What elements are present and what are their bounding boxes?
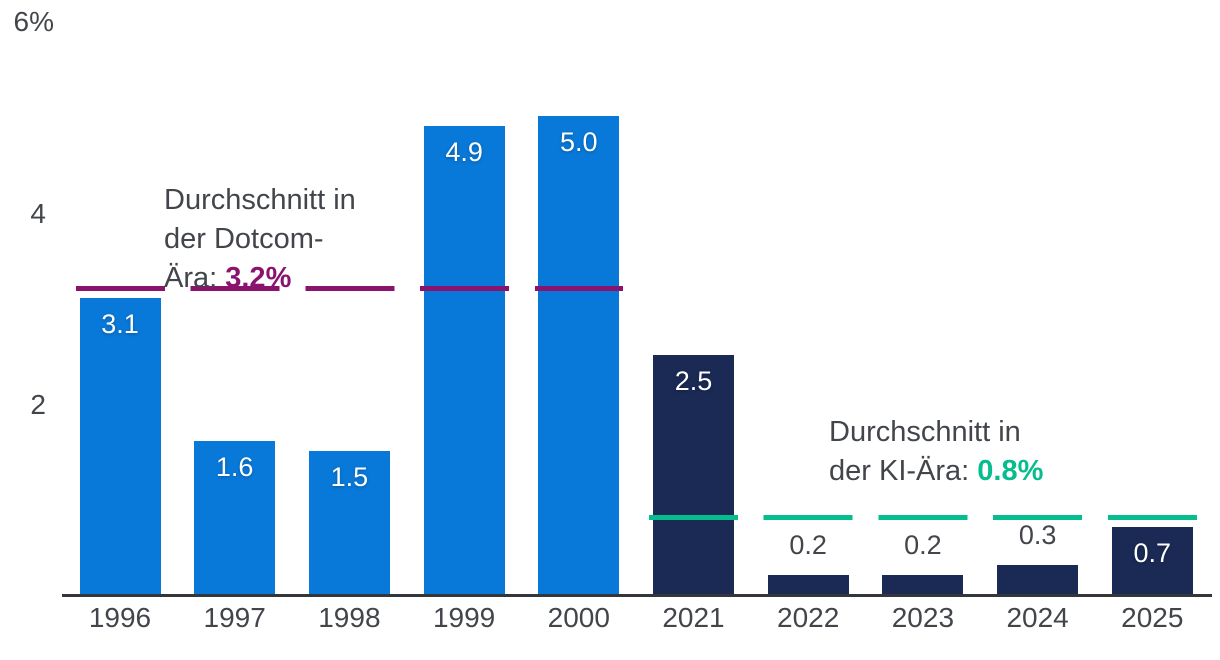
bar-2021 xyxy=(653,355,734,594)
average-line-dotcom xyxy=(75,286,624,291)
annotation-text-line: der KI-Ära: 0.8% xyxy=(829,455,1044,487)
x-tick-2025: 2025 xyxy=(1121,602,1184,633)
x-tick-1997: 1997 xyxy=(203,602,266,633)
bar-1998 xyxy=(308,451,390,594)
bar-value-label-2024: 0.3 xyxy=(1018,520,1057,550)
y-tick-6pct: 6% xyxy=(13,6,54,37)
dotcom-average-value: 3.2% xyxy=(225,262,292,294)
bar-1996 xyxy=(79,298,161,594)
annotation-text-line: Ära: 3.2% xyxy=(164,262,292,294)
y-tick-2: 2 xyxy=(30,389,46,420)
bar-2024 xyxy=(997,565,1079,594)
x-tick-2022: 2022 xyxy=(777,602,840,633)
bar-2023 xyxy=(882,575,964,594)
bar-value-label-1999: 4.9 xyxy=(445,137,483,167)
ki-average-value: 0.8% xyxy=(977,455,1044,487)
bar-value-label-2023: 0.2 xyxy=(904,530,942,560)
bar-2022 xyxy=(767,575,849,594)
bar-value-label-1997: 1.6 xyxy=(215,452,254,482)
annotation-text-line: Durchschnitt in xyxy=(829,416,1021,448)
x-tick-2023: 2023 xyxy=(891,602,955,633)
bar-1997 xyxy=(194,441,276,594)
x-tick-1996: 1996 xyxy=(88,602,152,633)
x-tick-2000: 2000 xyxy=(547,602,610,633)
bar-value-label-2025: 0.7 xyxy=(1133,538,1172,568)
bar-value-label-2021: 2.5 xyxy=(674,366,713,396)
average-line-ai xyxy=(649,515,1197,520)
x-tick-1999: 1999 xyxy=(432,602,496,633)
bar-value-label-1998: 1.5 xyxy=(330,462,369,492)
x-axis-line xyxy=(62,594,1212,597)
annotation-dotcom-average: Durchschnitt in der Dotcom- Ära: 3.2% xyxy=(164,181,356,298)
bar-1999 xyxy=(423,126,505,594)
y-tick-4: 4 xyxy=(30,198,46,229)
bar-2000 xyxy=(538,116,620,594)
bar-2025 xyxy=(1111,527,1193,594)
x-tick-2021: 2021 xyxy=(662,602,725,633)
bar-value-label-2022: 0.2 xyxy=(789,530,827,560)
annotation-ki-average: Durchschnitt in der KI-Ära: 0.8% xyxy=(829,413,1043,491)
x-tick-2024: 2024 xyxy=(1006,602,1069,633)
x-tick-1998: 1998 xyxy=(318,602,381,633)
annotation-text-line: der Dotcom- xyxy=(164,223,324,255)
annotation-text-line: Durchschnitt in xyxy=(164,184,356,216)
bar-value-label-2000: 5.0 xyxy=(560,127,598,157)
bar-value-label-1996: 3.1 xyxy=(101,309,139,339)
